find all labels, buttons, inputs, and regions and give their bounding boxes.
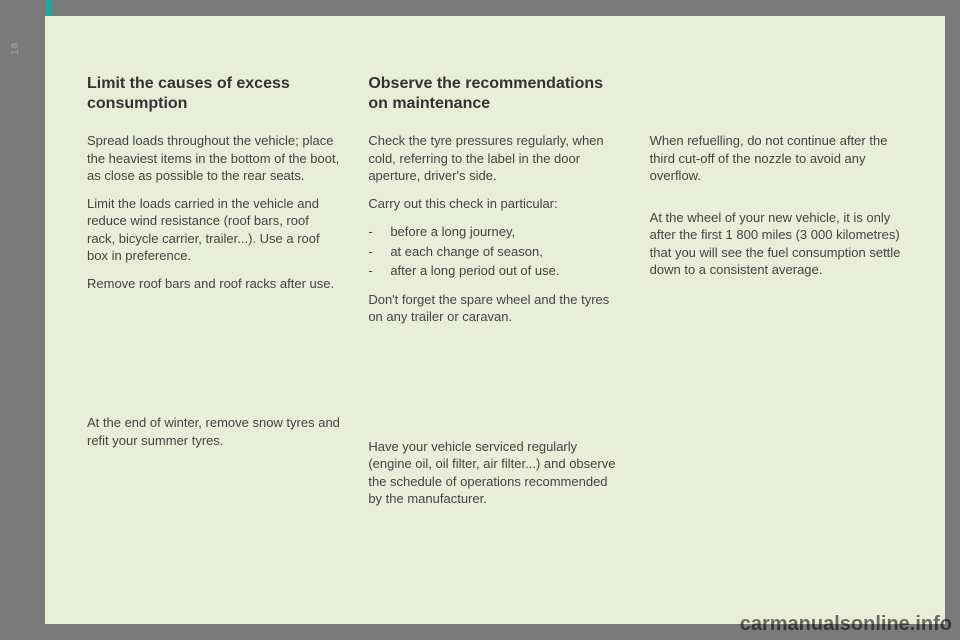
col1-p3: Remove roof bars and roof racks after us… — [87, 275, 340, 293]
col1-p1: Spread loads throughout the vehicle; pla… — [87, 132, 340, 185]
watermark: carmanualsonline.info — [740, 613, 952, 636]
dash-icon: - — [368, 222, 390, 242]
column-1: Limit the causes of excess consumption S… — [87, 74, 340, 518]
col2-heading: Observe the recommendations on maintenan… — [368, 74, 621, 114]
col1-heading: Limit the causes of excess consumption — [87, 74, 340, 114]
col2-p3: Don't forget the spare wheel and the tyr… — [368, 291, 621, 326]
page-wrap: 18 Limit the causes of excess consumptio… — [0, 0, 960, 640]
col1-p4: At the end of winter, remove snow tyres … — [87, 414, 340, 449]
side-page-number: 18 — [10, 42, 21, 55]
col2-li2: -at each change of season, — [368, 242, 621, 262]
col1-p2: Limit the loads carried in the vehicle a… — [87, 195, 340, 265]
col2-li3: -after a long period out of use. — [368, 261, 621, 281]
col3-p2: At the wheel of your new vehicle, it is … — [650, 209, 903, 279]
col2-li1: -before a long journey, — [368, 222, 621, 242]
accent-bar — [46, 0, 52, 16]
col1-gap — [87, 302, 340, 414]
col2-p1: Check the tyre pressures regularly, when… — [368, 132, 621, 185]
col2-li3-text: after a long period out of use. — [390, 261, 621, 281]
columns: Limit the causes of excess consumption S… — [87, 74, 903, 518]
column-3: When refuelling, do not continue after t… — [650, 74, 903, 518]
col2-li2-text: at each change of season, — [390, 242, 621, 262]
col2-p4: Have your vehicle serviced regularly (en… — [368, 438, 621, 508]
col3-heading-spacer — [650, 74, 903, 114]
col2-list: -before a long journey, -at each change … — [368, 222, 621, 281]
column-2: Observe the recommendations on maintenan… — [368, 74, 621, 518]
col2-li1-text: before a long journey, — [390, 222, 621, 242]
dash-icon: - — [368, 261, 390, 281]
col2-gap — [368, 336, 621, 438]
col2-p2: Carry out this check in particular: — [368, 195, 621, 213]
manual-page: Limit the causes of excess consumption S… — [45, 16, 945, 624]
dash-icon: - — [368, 242, 390, 262]
col3-p1: When refuelling, do not continue after t… — [650, 132, 903, 185]
col3-gap — [650, 195, 903, 209]
